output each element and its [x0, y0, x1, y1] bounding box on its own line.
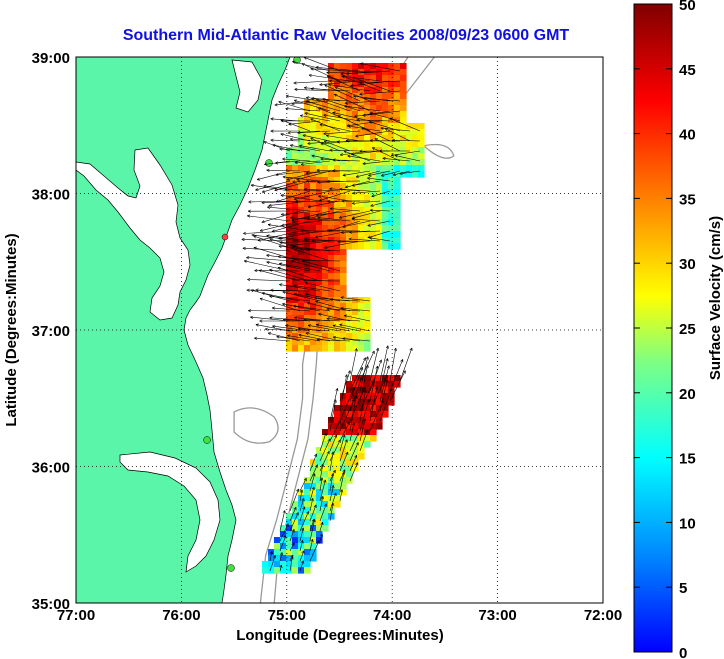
map-title: Southern Mid-Atlantic Raw Velocities 200… — [123, 27, 570, 44]
station-marker — [203, 436, 211, 444]
map-plot-area — [76, 57, 603, 603]
x-tick-label: 73:00 — [478, 607, 516, 624]
y-tick-labels: 39:00 38:00 37:00 36:00 35:00 — [32, 50, 70, 613]
colorbar — [633, 3, 673, 653]
colorbar-tick-label: 30 — [679, 256, 696, 273]
colorbar-tick-label: 0 — [679, 645, 687, 659]
station-marker — [221, 233, 229, 241]
colorbar-tick-label: 20 — [679, 386, 696, 403]
delaware-bay — [231, 59, 263, 113]
colorbar-tick-label: 35 — [679, 191, 696, 208]
colorbar-tick-label: 5 — [679, 580, 687, 597]
colorbar-tick-label: 10 — [679, 515, 696, 532]
velocity-color-field — [262, 63, 425, 574]
x-tick-label: 74:00 — [373, 607, 411, 624]
station-marker — [265, 159, 273, 167]
y-tick-label: 39:00 — [32, 50, 70, 67]
x-tick-label: 76:00 — [162, 607, 200, 624]
x-tick-label: 77:00 — [57, 607, 95, 624]
x-axis-label: Longitude (Degrees:Minutes) — [236, 627, 444, 644]
x-tick-labels: 77:00 76:00 75:00 74:00 73:00 72:00 — [57, 607, 622, 624]
velocity-vectors — [241, 57, 421, 572]
y-axis-label: Latitude (Degrees:Minutes) — [3, 233, 20, 426]
y-tick-label: 38:00 — [32, 187, 70, 204]
colorbar-tick-label: 40 — [679, 127, 696, 144]
y-tick-label: 37:00 — [32, 323, 70, 340]
colorbar-label: Surface Velocity (cm/s) — [707, 216, 724, 380]
map-frame — [75, 56, 604, 604]
colorbar-tick-label: 45 — [679, 62, 696, 79]
station-marker — [227, 564, 235, 572]
colorbar-tick-label: 15 — [679, 451, 696, 468]
station-marker — [293, 57, 301, 64]
colorbar-tick-label: 25 — [679, 321, 696, 338]
x-tick-label: 72:00 — [584, 607, 622, 624]
chesapeake-bay — [76, 147, 191, 321]
y-tick-label: 36:00 — [32, 460, 70, 477]
map-grid — [76, 57, 603, 603]
colorbar-tick-label: 50 — [679, 0, 696, 14]
pamlico-sound — [119, 451, 221, 573]
x-tick-label: 75:00 — [268, 607, 306, 624]
y-tick-label: 35:00 — [32, 596, 70, 613]
